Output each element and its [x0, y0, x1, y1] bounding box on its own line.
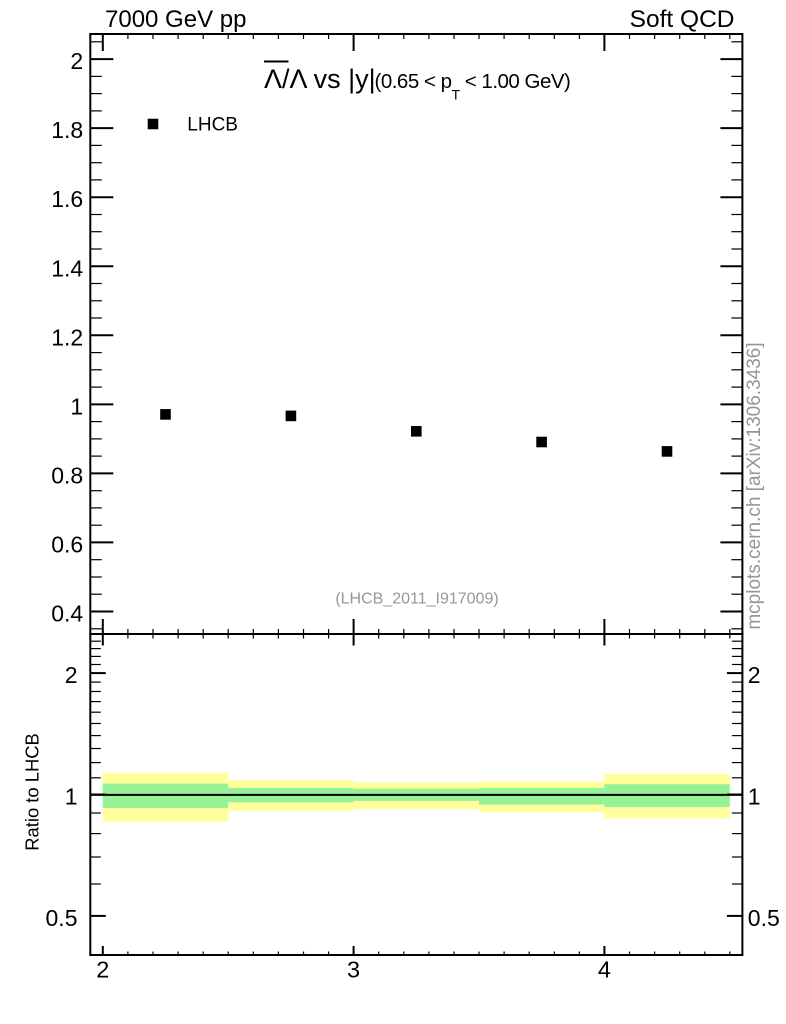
svg-text:2: 2	[65, 662, 78, 688]
svg-text:1: 1	[65, 784, 78, 810]
svg-text:1: 1	[70, 393, 83, 419]
svg-text:0.5: 0.5	[748, 905, 780, 931]
svg-text:0.4: 0.4	[51, 601, 83, 627]
svg-text:Ratio to LHCB: Ratio to LHCB	[22, 733, 43, 851]
svg-text:1.8: 1.8	[51, 117, 83, 143]
svg-text:2: 2	[70, 48, 83, 74]
svg-text:1.2: 1.2	[51, 324, 83, 350]
svg-text:Λ/Λ vs |y|: Λ/Λ vs |y|	[264, 64, 376, 94]
svg-text:7000 GeV pp: 7000 GeV pp	[105, 6, 246, 33]
svg-text:LHCB: LHCB	[187, 115, 238, 136]
svg-text:2: 2	[748, 662, 761, 688]
svg-text:(LHCB_2011_I917009): (LHCB_2011_I917009)	[335, 591, 498, 608]
svg-text:2: 2	[96, 957, 109, 983]
svg-text:0.5: 0.5	[46, 905, 78, 931]
svg-text:4: 4	[598, 957, 611, 983]
svg-text:1.4: 1.4	[51, 255, 83, 281]
svg-text:3: 3	[347, 957, 360, 983]
svg-text:1.6: 1.6	[51, 186, 83, 212]
svg-text:0.6: 0.6	[51, 531, 83, 557]
svg-text:Soft QCD: Soft QCD	[630, 6, 735, 33]
svg-text:1: 1	[748, 784, 761, 810]
svg-text:mcplots.cern.ch [arXiv:1306.34: mcplots.cern.ch [arXiv:1306.3436]	[744, 342, 765, 629]
svg-text:0.8: 0.8	[51, 462, 83, 488]
